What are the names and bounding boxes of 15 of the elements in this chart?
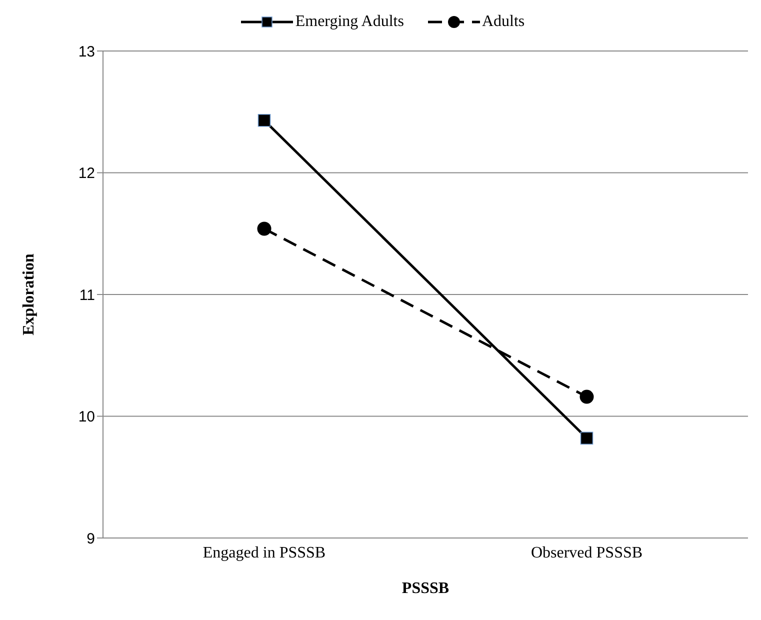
x-axis-title: PSSSB (402, 580, 450, 597)
point (580, 390, 594, 404)
point (580, 432, 594, 445)
legend-label: Adults (482, 13, 525, 31)
y-tick-label: 13 (78, 43, 95, 60)
y-tick-label: 10 (78, 408, 95, 426)
point (257, 222, 272, 236)
x-tick-label: Observed PSSSB (530, 544, 643, 562)
x-tick-label: Engaged in PSSSB (202, 544, 326, 562)
legend-label: Emerging Adults (295, 13, 404, 31)
y-tick-label: 12 (78, 165, 95, 182)
y-axis-title: Exploration (20, 254, 38, 336)
point (258, 114, 271, 127)
y-tick-label: 11 (79, 286, 95, 304)
y-tick-label: 9 (86, 530, 95, 548)
